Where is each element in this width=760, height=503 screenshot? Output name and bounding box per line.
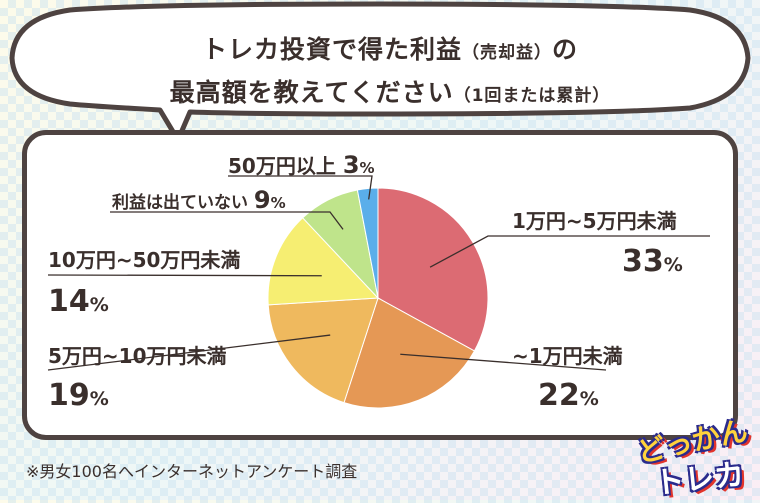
label-50man-over: 50万円以上 3% xyxy=(228,151,375,179)
label-1man-5man: 1万円~5万円未満 xyxy=(512,209,677,233)
leader-5man-10man xyxy=(47,334,331,371)
title-line-2: 最高額を教えてください（1回または累計） xyxy=(169,78,611,107)
slice-50man-over xyxy=(356,187,379,299)
leader-under-1man xyxy=(400,353,607,371)
leader-1man-5man xyxy=(429,235,710,268)
value-10man-50man: 14% xyxy=(48,284,109,319)
title-line-1: トレカ投資で得た利益（売却益）の xyxy=(201,35,579,64)
leader-50man-over xyxy=(228,175,373,200)
value-1man-5man: 33% xyxy=(622,244,683,279)
value-50man-over: 3% xyxy=(342,151,375,179)
label-under-1man: ~1万円未満 xyxy=(512,344,623,368)
label-10man-50man: 10万円~50万円未満 xyxy=(48,248,241,272)
leader-no-profit xyxy=(110,211,344,230)
value-no-profit: 9% xyxy=(253,186,286,214)
brand-logo: どっかん トレカ xyxy=(628,414,752,502)
value-under-1man: 22% xyxy=(538,378,599,413)
title-speech-bubble xyxy=(9,1,751,130)
label-5man-10man: 5万円~10万円未満 xyxy=(48,344,227,368)
slice-10man-50man xyxy=(267,217,380,306)
slice-1man-5man xyxy=(377,187,489,352)
label-no-profit: 利益は出ていない 9% xyxy=(112,186,286,214)
leader-10man-50man xyxy=(47,274,322,277)
slice-under-1man xyxy=(343,297,476,409)
chart-title: トレカ投資で得た利益（売却益）の 最高額を教えてください（1回または累計） xyxy=(60,30,720,116)
value-5man-10man: 19% xyxy=(48,378,109,413)
slice-5man-10man xyxy=(267,297,379,404)
logo-line-2: トレカ xyxy=(652,457,746,502)
survey-footnote: ※男女100名へインターネットアンケート調査 xyxy=(26,462,358,481)
